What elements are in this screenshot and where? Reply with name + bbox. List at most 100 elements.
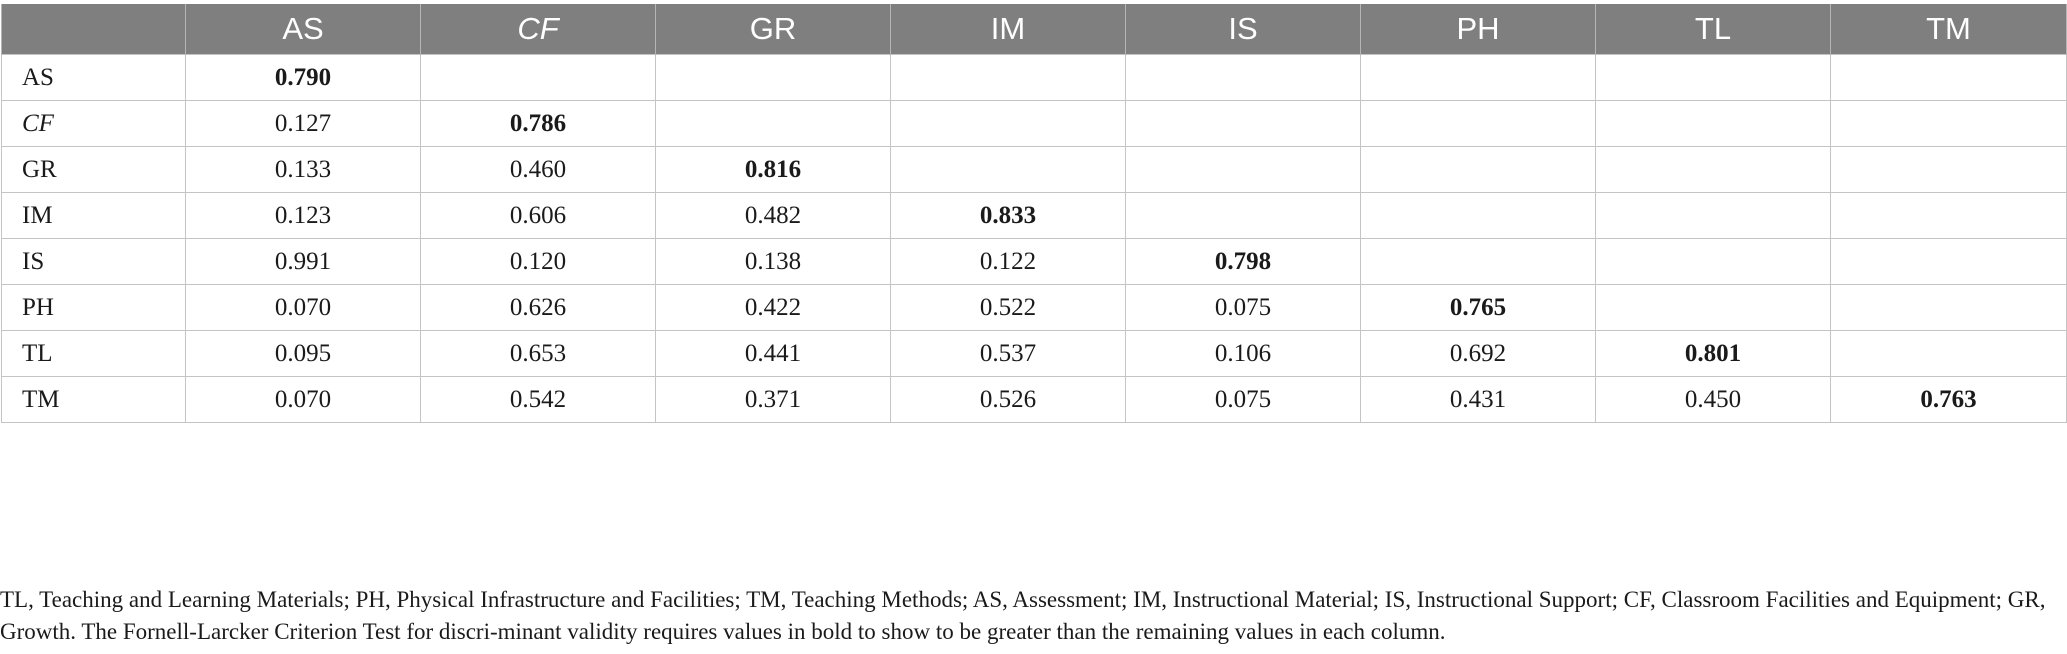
column-header: TL (1595, 4, 1831, 55)
table-cell: 0.106 (1125, 330, 1361, 377)
column-header: IS (1125, 4, 1361, 55)
column-header: TM (1830, 4, 2067, 55)
table-cell (1595, 146, 1831, 193)
table-cell: 0.075 (1125, 284, 1361, 331)
table-cell (420, 54, 656, 101)
diagonal-value-cell: 0.801 (1595, 330, 1831, 377)
row-label: CF (1, 100, 186, 147)
table-cell: 0.441 (655, 330, 891, 377)
table-cell (890, 100, 1126, 147)
table-cell: 0.070 (185, 284, 421, 331)
column-header: AS (185, 4, 421, 55)
table-cell (1830, 238, 2067, 285)
row-label-text: PH (22, 293, 54, 321)
table-cell: 0.422 (655, 284, 891, 331)
column-header-label: PH (1456, 11, 1500, 46)
table-cell: 0.138 (655, 238, 891, 285)
row-label: TM (1, 376, 186, 423)
table-cell (1595, 238, 1831, 285)
diagonal-value-cell: 0.833 (890, 192, 1126, 239)
table-cell (1830, 54, 2067, 101)
table-cell (1595, 192, 1831, 239)
table-cell (1830, 192, 2067, 239)
table-cell (655, 100, 891, 147)
table-cell (655, 54, 891, 101)
column-header-label: IM (990, 11, 1026, 46)
table-cell (1360, 100, 1596, 147)
table-cell (890, 54, 1126, 101)
diagonal-value-cell: 0.765 (1360, 284, 1596, 331)
row-label-text: AS (22, 63, 54, 91)
table-row: IM 0.123 0.606 0.482 0.833 (1, 192, 2067, 239)
table-cell: 0.133 (185, 146, 421, 193)
table-footnote: TL, Teaching and Learning Materials; PH,… (0, 587, 2046, 644)
column-header-label: CF (517, 11, 559, 46)
column-header-label: AS (282, 11, 324, 46)
table-cell: 0.606 (420, 192, 656, 239)
table-cell: 0.127 (185, 100, 421, 147)
diagonal-value-cell: 0.790 (185, 54, 421, 101)
row-label: PH (1, 284, 186, 331)
row-label-text: TL (22, 339, 53, 367)
table-cell: 0.075 (1125, 376, 1361, 423)
table-cell: 0.450 (1595, 376, 1831, 423)
table-cell (1830, 100, 2067, 147)
table-cell (1125, 54, 1361, 101)
table-cell (1595, 284, 1831, 331)
table-cell: 0.123 (185, 192, 421, 239)
column-header: PH (1360, 4, 1596, 55)
column-header: IM (890, 4, 1126, 55)
diagonal-value-cell: 0.763 (1830, 376, 2067, 423)
table-cell (1595, 54, 1831, 101)
table-cell: 0.537 (890, 330, 1126, 377)
table-cell (1125, 146, 1361, 193)
fornell-larcker-table: AS CF GR IM IS PH TL TM AS 0.790 CF 0.127 0.… (1, 4, 2067, 423)
table-row: AS 0.790 (1, 54, 2067, 101)
table-row: CF 0.127 0.786 (1, 100, 2067, 147)
header-row: AS CF GR IM IS PH TL TM (1, 4, 2067, 55)
diagonal-value-cell: 0.786 (420, 100, 656, 147)
table-cell (1830, 330, 2067, 377)
table-row: PH 0.070 0.626 0.422 0.522 0.075 0.765 (1, 284, 2067, 331)
row-label: IM (1, 192, 186, 239)
diagonal-value-cell: 0.816 (655, 146, 891, 193)
table-cell: 0.692 (1360, 330, 1596, 377)
column-header-label: GR (749, 11, 797, 46)
table-cell: 0.371 (655, 376, 891, 423)
table-body: AS 0.790 CF 0.127 0.786 GR 0.133 0.460 0.816 IM 0.… (1, 54, 2067, 423)
row-label-text: GR (22, 155, 57, 183)
column-header-label: TM (1926, 11, 1971, 46)
column-header: CF (420, 4, 656, 55)
column-header: GR (655, 4, 891, 55)
table-cell: 0.095 (185, 330, 421, 377)
table-cell: 0.070 (185, 376, 421, 423)
table-cell: 0.460 (420, 146, 656, 193)
table-cell (1360, 238, 1596, 285)
table-cell: 0.542 (420, 376, 656, 423)
row-label-text: TM (22, 385, 60, 413)
table-cell: 0.522 (890, 284, 1126, 331)
table-cell: 0.431 (1360, 376, 1596, 423)
table-container: AS CF GR IM IS PH TL TM AS 0.790 CF 0.127 0.… (0, 4, 2067, 423)
table-cell (1360, 192, 1596, 239)
table-row: IS 0.991 0.120 0.138 0.122 0.798 (1, 238, 2067, 285)
row-label-text: IM (22, 201, 53, 229)
table-cell: 0.482 (655, 192, 891, 239)
row-label: IS (1, 238, 186, 285)
row-label: GR (1, 146, 186, 193)
row-label-text: CF (22, 109, 54, 137)
table-row: TM 0.070 0.542 0.371 0.526 0.075 0.431 0.450 0.7… (1, 376, 2067, 423)
table-cell (1830, 284, 2067, 331)
row-label: TL (1, 330, 186, 377)
row-label: AS (1, 54, 186, 101)
column-header-label: IS (1228, 11, 1258, 46)
table-cell: 0.526 (890, 376, 1126, 423)
table-row: GR 0.133 0.460 0.816 (1, 146, 2067, 193)
table-cell: 0.991 (185, 238, 421, 285)
table-cell (1595, 100, 1831, 147)
table-cell: 0.122 (890, 238, 1126, 285)
header-corner-cell (1, 4, 186, 55)
table-cell (1360, 54, 1596, 101)
table-cell: 0.626 (420, 284, 656, 331)
row-label-text: IS (22, 247, 45, 275)
